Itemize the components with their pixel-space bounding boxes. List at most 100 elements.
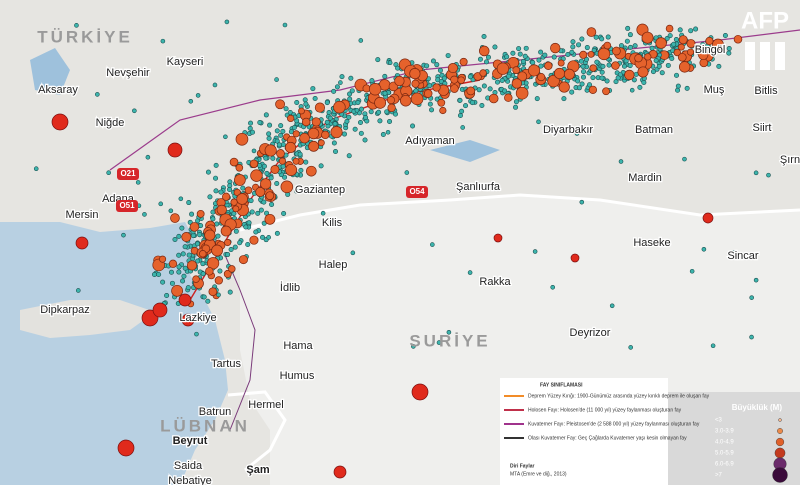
quake-dot [570,39,576,45]
quake-dot [667,33,673,39]
quake-dot [267,122,273,128]
quake-dot-large [374,96,387,109]
quake-dot [274,181,280,187]
quake-dot [726,50,732,56]
quake-dot-large [612,46,621,56]
quake-dot [536,119,541,125]
quake-dot-large [211,244,223,257]
quake-dot [380,131,386,137]
quake-dot-large [537,73,546,82]
quake-dot-large [223,269,232,278]
quake-dot [281,211,287,217]
quake-dot [225,252,231,258]
quake-dot [410,123,416,129]
quake-dot [436,340,442,345]
quake-dot [249,129,255,135]
cyprus [20,300,155,338]
quake-dot [701,246,707,252]
quake-dot-large [208,287,218,297]
city-label: Nebatiye [168,475,211,485]
quake-dot [716,63,722,69]
quake-dot [331,88,337,94]
quake-dot-large [550,42,561,54]
quake-dot [201,294,207,300]
quake-dot-large [368,82,382,96]
country-label: SURİYE [409,331,490,350]
quake-dot [274,230,280,236]
quake-dot-large [222,192,231,201]
quake-dot-large [51,113,69,131]
city-label: Şırn [780,154,800,166]
quake-dot [411,344,416,349]
quake-dot [344,118,350,124]
city-label: Halep [319,259,348,271]
quake-dot [481,83,487,89]
quake-dot [358,119,364,125]
quake-dot-large [205,267,214,276]
quake-dot [481,33,487,39]
quake-dot-large [249,235,259,245]
quake-dot [197,232,203,238]
quake-dot-large [117,439,135,457]
quake-dot [656,63,662,69]
quake-dot [437,67,443,73]
quake-dot [599,36,605,42]
quake-dot-large [563,68,575,80]
quake-dot-large [189,222,200,232]
quake-dot [673,36,679,42]
quake-dot-large [214,276,223,285]
quake-dot [459,108,465,114]
quake-dot-large [181,313,195,327]
quake-dot [368,109,374,115]
city-label: Şam [246,464,269,476]
quake-dot [212,82,218,88]
quake-dot [487,86,493,92]
quake-dot-large [386,96,395,105]
quake-dot [495,79,501,85]
source-text: MTA (Emre ve diğ., 2013) [510,471,567,477]
quake-dot [176,252,182,258]
quake-dot [247,125,253,131]
quake-dot-large [517,71,528,82]
quake-dot [186,252,192,258]
quake-dot-large [399,94,412,107]
magnitude-item: 5.0-5.9 [715,451,734,457]
fault-legend-box [500,378,668,485]
quake-dot [457,97,463,103]
quake-dot [565,52,571,58]
quake-dot-large [75,236,89,250]
quake-dot [227,289,233,295]
quake-dot [121,232,126,238]
quake-dot [538,63,544,69]
quake-dot [303,159,309,165]
quake-dot [476,87,482,93]
quake-dot [766,172,771,178]
quake-dot [434,62,440,68]
quake-dot-large [278,157,286,165]
city-label: Beyrut [173,435,208,447]
quake-dot [600,63,606,69]
quake-dot-large [686,39,696,49]
quake-dot-large [178,293,192,307]
city-label: Humus [280,370,315,382]
quake-dot [710,343,716,349]
quake-dot [384,109,390,115]
quake-dot-large [637,66,649,78]
quake-dot-large [204,229,216,241]
quake-dot [169,280,175,286]
quake-dot [677,27,683,33]
quake-dot [349,88,355,94]
magnitude-legend-title: Büyüklük (M) [732,403,783,412]
quake-dot [160,279,166,285]
quake-dot [278,123,284,129]
quake-dot [258,207,264,213]
quake-dot [395,65,401,71]
quake-dot [151,272,157,278]
quake-dot [682,156,687,162]
quake-dot-large [410,92,424,106]
quake-dot [280,163,286,169]
quake-dot [693,26,699,32]
quake-dot [536,57,542,63]
quake-dot [287,110,293,116]
city-label: Nevşehir [106,67,150,79]
